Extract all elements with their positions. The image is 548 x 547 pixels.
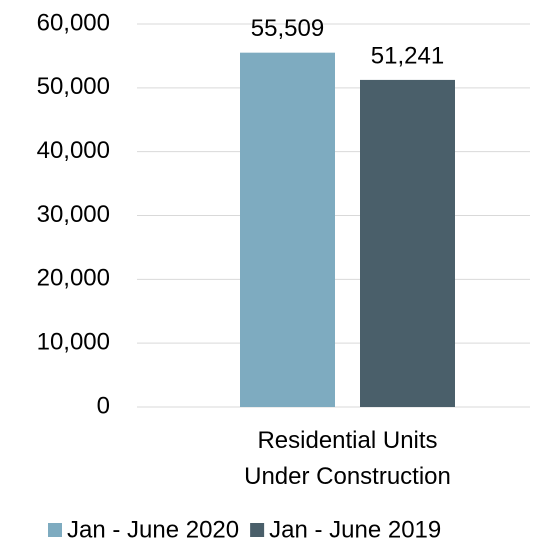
y-tick-label: 20,000 (37, 265, 110, 292)
x-tick-label: Residential Units Under Construction (244, 427, 451, 490)
legend-label: Jan - June 2020 (67, 516, 239, 543)
y-tick-label: 30,000 (37, 201, 110, 228)
value-label: 51,241 (371, 42, 444, 69)
bar (240, 52, 335, 408)
legend-swatch (48, 523, 62, 537)
y-tick-label: 60,000 (37, 9, 110, 36)
value-label: 55,509 (251, 15, 324, 42)
y-tick-label: 50,000 (37, 73, 110, 100)
y-tick-label: 0 (97, 392, 110, 419)
y-tick-label: 40,000 (37, 137, 110, 164)
legend-swatch (250, 523, 265, 537)
y-tick-label: 10,000 (37, 329, 110, 356)
bar (360, 79, 455, 407)
legend-label: Jan - June 2019 (269, 516, 441, 543)
